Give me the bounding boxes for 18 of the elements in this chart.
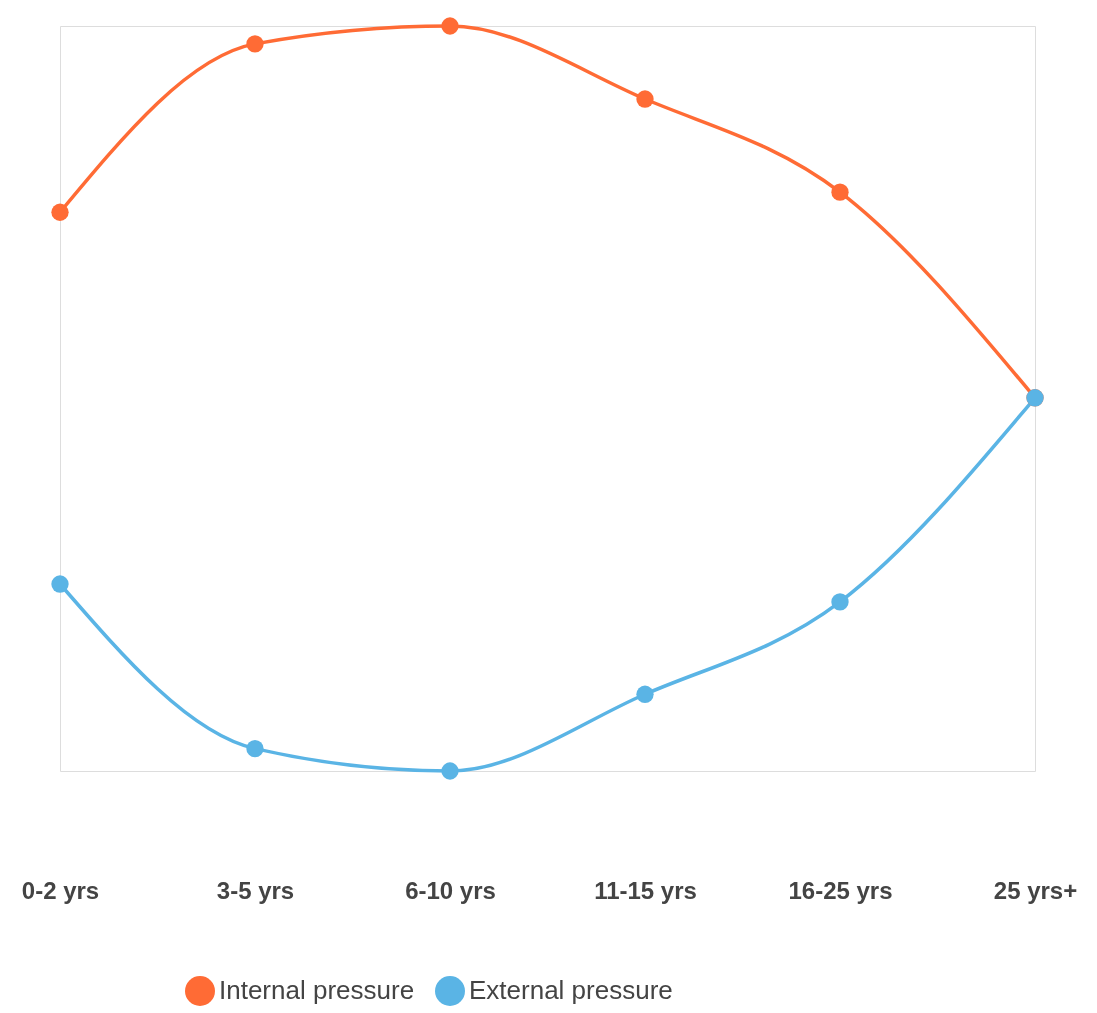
- x-tick-label: 11-15 yrs: [594, 876, 697, 904]
- point: [51, 203, 69, 221]
- legend-label: Internal pressure: [219, 975, 415, 1005]
- x-tick-label: 25 yrs+: [993, 876, 1078, 904]
- point: [246, 740, 264, 758]
- point: [831, 183, 849, 201]
- point: [636, 90, 654, 108]
- point: [51, 575, 69, 593]
- x-tick-label: 16-25 yrs: [788, 876, 893, 904]
- point: [636, 685, 654, 703]
- point: [441, 762, 459, 780]
- point: [831, 593, 849, 611]
- point: [441, 17, 459, 35]
- x-tick-label: 0-2 yrs: [21, 876, 100, 904]
- x-tick-label: 3-5 yrs: [216, 876, 295, 904]
- legend-label: External pressure: [469, 975, 673, 1005]
- point: [246, 35, 264, 53]
- x-tick-label: 6-10 yrs: [405, 876, 496, 904]
